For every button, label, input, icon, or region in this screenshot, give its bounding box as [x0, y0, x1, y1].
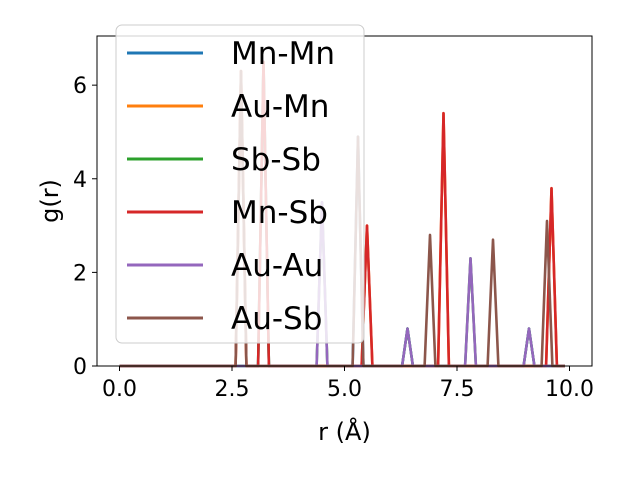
y-tick-label: 0 — [73, 355, 87, 380]
legend-label: Au-Mn — [231, 89, 329, 125]
x-axis: 0.0 2.5 5.0 7.5 10.0 — [102, 366, 594, 402]
legend-label: Mn-Sb — [231, 195, 328, 231]
y-axis: 0 2 4 6 — [73, 74, 97, 380]
y-tick-label: 6 — [73, 74, 87, 99]
y-tick-label: 4 — [73, 168, 87, 193]
legend-label: Au-Au — [231, 248, 323, 284]
x-tick-label: 5.0 — [327, 377, 362, 402]
x-axis-label: r (Å) — [318, 417, 371, 446]
legend-label: Au-Sb — [231, 301, 322, 337]
y-axis-label: g(r) — [36, 179, 64, 223]
x-tick-label: 7.5 — [440, 377, 475, 402]
y-tick-label: 2 — [73, 261, 87, 286]
legend-label: Mn-Mn — [231, 36, 335, 72]
legend-label: Sb-Sb — [231, 142, 321, 178]
legend-box — [115, 24, 365, 344]
legend: Mn-Mn Au-Mn Sb-Sb Mn-Sb Au-Au Au-Sb — [115, 24, 365, 344]
x-tick-label: 10.0 — [545, 377, 594, 402]
x-tick-label: 2.5 — [215, 377, 250, 402]
x-tick-label: 0.0 — [102, 377, 137, 402]
